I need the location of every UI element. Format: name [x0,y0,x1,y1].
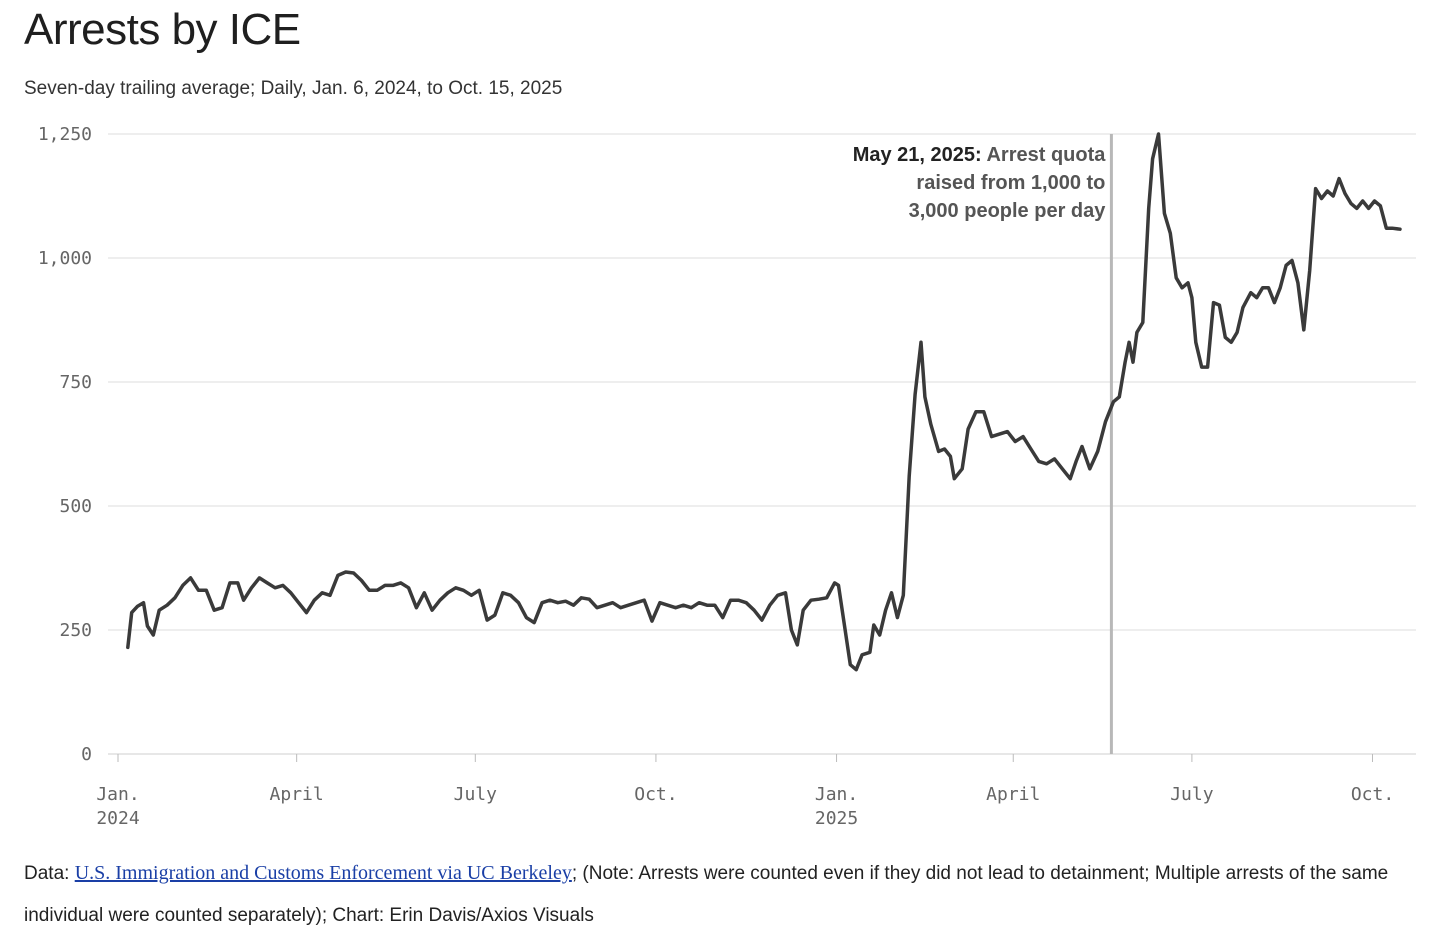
annotation-text-line: 3,000 people per day [909,200,1107,222]
x-tick-label: Jan. [815,784,858,805]
footer-data-prefix: Data: [24,863,75,884]
y-tick-label: 250 [59,620,92,641]
x-tick-label: July [454,784,498,805]
annotation-marker-group: May 21, 2025: Arrest quota raised from 1,… [853,134,1113,754]
chart-title: Arrests by ICE [24,5,301,54]
annotation-date: May 21, 2025: [853,144,987,166]
annotation-text-line: raised from 1,000 to [916,172,1105,194]
x-tick-label: Oct. [634,784,677,805]
annotation-text: Arrest quota [986,144,1106,166]
chart-footer: Data: U.S. Immigration and Customs Enfor… [24,852,1424,937]
series-group [126,132,1402,672]
gridlines [108,133,1416,755]
x-tick-label: April [986,784,1040,805]
x-tick-year-label: 2024 [96,808,139,829]
y-tick-label: 1,000 [38,248,92,269]
annotation-text-line: May 21, 2025: Arrest quota [853,144,1107,166]
y-axis-ticks: 0 250 500 750 1,000 1,250 [38,124,92,765]
y-tick-label: 0 [81,744,92,765]
y-tick-label: 1,250 [38,124,92,145]
x-axis: Jan. 2024 April July Oct. Jan. 2025 April July Oc… [96,754,1394,829]
y-tick-label: 500 [59,496,92,517]
source-link[interactable]: U.S. Immigration and Customs Enforcement… [74,862,572,884]
x-tick-label: July [1170,784,1214,805]
y-tick-label: 750 [59,372,92,393]
footer-note: ; (Note: Arrests were counted even if th… [24,863,1389,926]
x-tick-label: Oct. [1351,784,1394,805]
series-line [126,132,1402,672]
x-tick-label: April [270,784,324,805]
x-tick-year-label: 2025 [815,808,858,829]
line-chart: 0 250 500 750 1,000 1,250 Jan. 2024 April July Oc… [38,124,1416,829]
chart-subtitle: Seven-day trailing average; Daily, Jan. … [24,78,563,99]
x-tick-label: Jan. [96,784,139,805]
